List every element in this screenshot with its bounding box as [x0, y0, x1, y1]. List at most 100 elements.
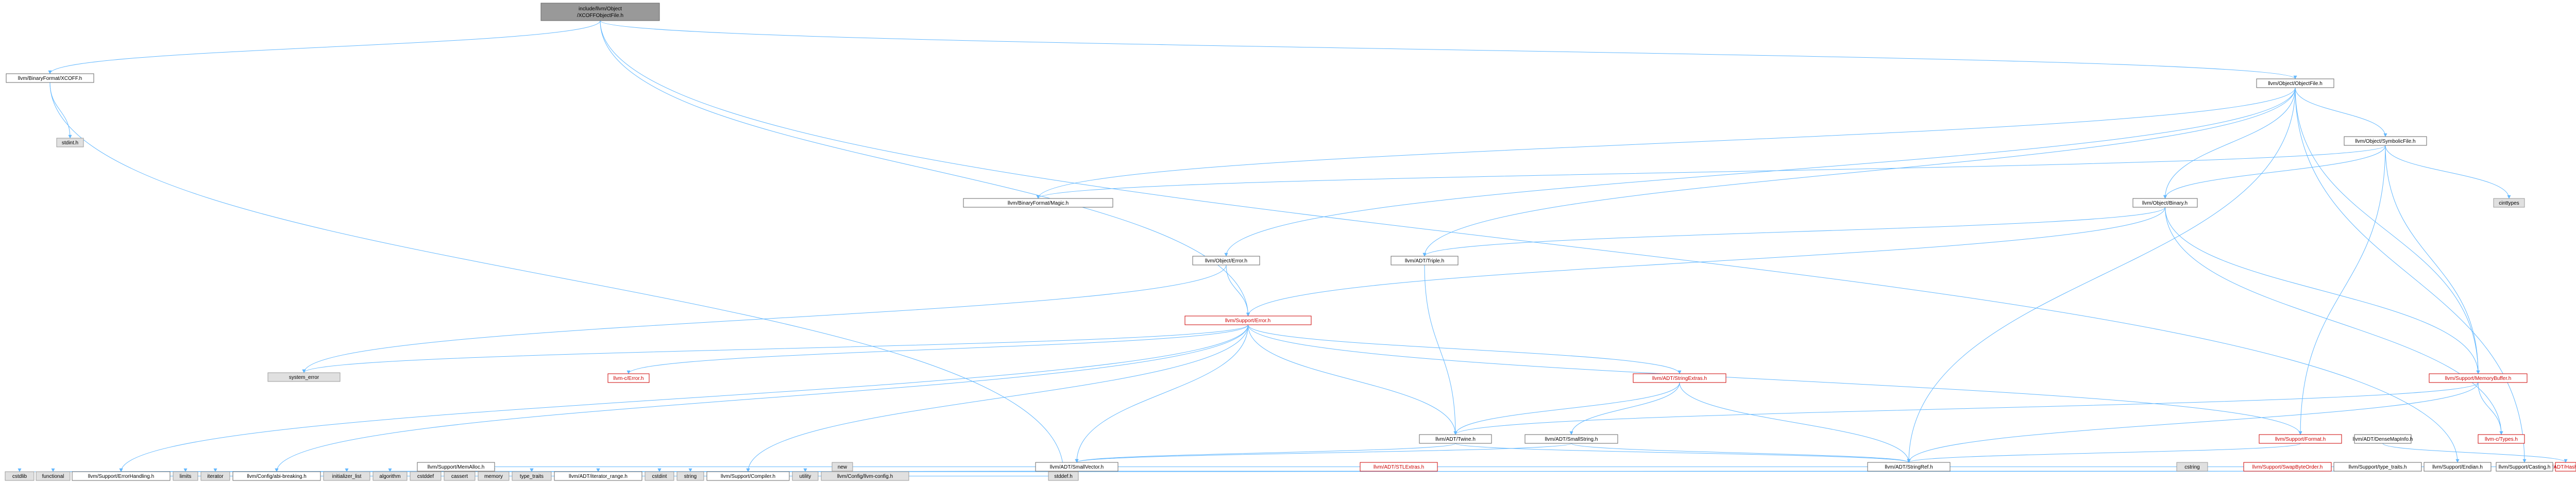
- node-errorhandling-h[interactable]: llvm/Support/ErrorHandling.h: [72, 471, 171, 481]
- node-xcoff-h[interactable]: llvm/BinaryFormat/XCOFF.h: [6, 73, 94, 83]
- edge-error-h-to-compiler-h: [746, 324, 1248, 472]
- edge-twine-h-to-smallvector-h: [1075, 443, 1456, 463]
- edge-objerror-h-to-system-error: [302, 264, 1227, 373]
- node-casting-h[interactable]: llvm/Support/Casting.h: [2496, 462, 2553, 472]
- svg-text:llvm/ADT/Twine.h: llvm/ADT/Twine.h: [1435, 437, 1476, 442]
- svg-text:utility: utility: [800, 474, 811, 479]
- svg-text:llvm/Support/type_traits.h: llvm/Support/type_traits.h: [2349, 464, 2407, 470]
- node-objectfile-h[interactable]: llvm/Object/ObjectFile.h: [2256, 78, 2334, 88]
- edge-stringextras-h-to-smallstring-h: [1569, 382, 1680, 435]
- svg-text:iterator: iterator: [207, 474, 224, 479]
- node-functional[interactable]: functional: [36, 471, 71, 481]
- svg-text:llvm/Support/Casting.h: llvm/Support/Casting.h: [2499, 464, 2551, 470]
- node-densemapinfo-h[interactable]: llvm/ADT/DenseMapInfo.h: [2353, 434, 2413, 444]
- node-string[interactable]: string: [676, 471, 704, 481]
- edge-objectfile-h-to-symbolicfile-h: [2295, 87, 2387, 137]
- node-stringref-h[interactable]: llvm/ADT/StringRef.h: [1867, 462, 1951, 472]
- edge-root-to-error-h: [600, 20, 1250, 317]
- node-algorithm[interactable]: algorithm: [372, 471, 408, 481]
- svg-text:llvm/ADT/iterator_range.h: llvm/ADT/iterator_range.h: [569, 474, 628, 479]
- node-binary-h[interactable]: llvm/Object/Binary.h: [2132, 198, 2198, 208]
- edge-binary-h-to-error-h: [1246, 207, 2165, 317]
- edge-binary-h-to-triple-h: [1422, 207, 2165, 257]
- edge-error-h-to-format-h: [1248, 324, 2302, 435]
- svg-text:llvm/Support/Endian.h: llvm/Support/Endian.h: [2432, 464, 2483, 470]
- node-objerror-h[interactable]: llvm/Object/Error.h: [1192, 256, 1260, 265]
- node-symbolicfile-h[interactable]: llvm/Object/SymbolicFile.h: [2344, 136, 2427, 146]
- svg-text:stddef.h: stddef.h: [1054, 474, 1073, 479]
- node-c-error-h[interactable]: llvm-c/Error.h: [607, 373, 650, 383]
- svg-text:llvm/Support/Format.h: llvm/Support/Format.h: [2275, 437, 2326, 442]
- node-compiler-h[interactable]: llvm/Support/Compiler.h: [706, 471, 790, 481]
- node-cinttypes[interactable]: cinttypes: [2493, 198, 2525, 208]
- node-llvm-config-h[interactable]: llvm/Config/llvm-config.h: [821, 471, 909, 481]
- edge-smallstring-h-to-stringref-h: [1571, 443, 1911, 463]
- edge-symbolicfile-h-to-format-h: [2298, 145, 2386, 435]
- edge-objectfile-h-to-memorybuffer-h: [2295, 87, 2480, 374]
- node-cstddef[interactable]: cstddef: [410, 471, 442, 481]
- svg-text:llvm/ADT/DenseMapInfo.h: llvm/ADT/DenseMapInfo.h: [2353, 437, 2413, 442]
- node-c-types-h[interactable]: llvm-c/Types.h: [2478, 434, 2525, 444]
- svg-text:new: new: [838, 464, 848, 470]
- edge-stringextras-h-to-stringref-h: [1679, 382, 1911, 463]
- node-smallstring-h[interactable]: llvm/ADT/SmallString.h: [1524, 434, 1618, 444]
- node-new[interactable]: new: [832, 462, 853, 472]
- svg-text:llvm-c/Error.h: llvm-c/Error.h: [614, 376, 644, 381]
- node-memalloc-h[interactable]: llvm/Support/MemAlloc.h: [417, 462, 495, 472]
- svg-text:llvm/Object/SymbolicFile.h: llvm/Object/SymbolicFile.h: [2355, 139, 2415, 144]
- svg-text:llvm/Support/Compiler.h: llvm/Support/Compiler.h: [721, 474, 775, 479]
- node-error-h[interactable]: llvm/Support/Error.h: [1184, 315, 1312, 325]
- svg-text:llvm/ADT/SmallVector.h: llvm/ADT/SmallVector.h: [1050, 464, 1104, 470]
- node-magic-h[interactable]: llvm/BinaryFormat/Magic.h: [963, 198, 1113, 208]
- svg-text:llvm/BinaryFormat/Magic.h: llvm/BinaryFormat/Magic.h: [1008, 201, 1069, 206]
- node-stlextras-h[interactable]: llvm/ADT/STLExtras.h: [1360, 462, 1438, 472]
- svg-text:llvm/ADT/STLExtras.h: llvm/ADT/STLExtras.h: [1374, 464, 1424, 470]
- edge-objectfile-h-to-triple-h: [1422, 87, 2296, 257]
- node-abi-breaking-h[interactable]: llvm/Config/abi-breaking.h: [232, 471, 321, 481]
- node-endian-h[interactable]: llvm/Support/Endian.h: [2424, 462, 2492, 472]
- node-iterator[interactable]: iterator: [200, 471, 230, 481]
- node-format-h[interactable]: llvm/Support/Format.h: [2259, 434, 2342, 444]
- edge-objectfile-h-to-stringref-h: [1907, 87, 2296, 463]
- svg-text:llvm/Support/MemAlloc.h: llvm/Support/MemAlloc.h: [428, 464, 485, 470]
- node-memory[interactable]: memory: [478, 471, 510, 481]
- edge-xcoff-h-to-stdint-h: [49, 82, 72, 139]
- node-limits[interactable]: limits: [173, 471, 198, 481]
- svg-text:cstdint: cstdint: [652, 474, 667, 479]
- node-twine-h[interactable]: llvm/ADT/Twine.h: [1419, 434, 1492, 444]
- node-triple-h[interactable]: llvm/ADT/Triple.h: [1391, 256, 1459, 265]
- edge-root-to-objectfile-h: [600, 20, 2297, 79]
- node-stringextras-h[interactable]: llvm/ADT/StringExtras.h: [1633, 373, 1726, 383]
- svg-text:llvm/ADT/SmallString.h: llvm/ADT/SmallString.h: [1545, 437, 1598, 442]
- node-stdint-h[interactable]: stdint.h: [56, 138, 84, 147]
- node-swapbyteorder-h[interactable]: llvm/Support/SwapByteOrder.h: [2243, 462, 2332, 472]
- graph-nodes: include/llvm/Object /XCOFFObjectFile.h l…: [5, 3, 2576, 481]
- node-utility[interactable]: utility: [792, 471, 819, 481]
- svg-text:system_error: system_error: [289, 375, 319, 380]
- edge-symbolicfile-h-to-memorybuffer-h: [2385, 145, 2480, 374]
- svg-text:llvm/Support/SwapByteOrder.h: llvm/Support/SwapByteOrder.h: [2252, 464, 2323, 470]
- svg-text:llvm/Support/ErrorHandling.h: llvm/Support/ErrorHandling.h: [88, 474, 154, 479]
- node-iterator-range-h[interactable]: llvm/ADT/iterator_range.h: [554, 471, 642, 481]
- node-hashing-h[interactable]: llvm/ADT/Hashing.h: [2543, 462, 2576, 472]
- edge-error-h-to-system-error: [302, 324, 1248, 373]
- node-cstdint[interactable]: cstdint: [645, 471, 674, 481]
- edge-error-h-to-stringextras-h: [1248, 324, 1682, 374]
- edge-memorybuffer-h-to-stringref-h: [1907, 382, 2479, 463]
- node-root[interactable]: include/llvm/Object /XCOFFObjectFile.h: [540, 3, 660, 21]
- edge-xcoff-h-to-stddef-h: [49, 82, 1065, 472]
- node-cstring[interactable]: cstring: [2176, 462, 2208, 472]
- node-type-traits[interactable]: type_traits: [512, 471, 552, 481]
- node-cstdlib[interactable]: cstdlib: [5, 471, 35, 481]
- node-stddef-h[interactable]: stddef.h: [1048, 471, 1079, 481]
- node-smallvector-h[interactable]: llvm/ADT/SmallVector.h: [1035, 462, 1118, 472]
- svg-text:llvm/ADT/StringExtras.h: llvm/ADT/StringExtras.h: [1652, 376, 1707, 381]
- node-memorybuffer-h[interactable]: llvm/Support/MemoryBuffer.h: [2429, 373, 2528, 383]
- node-cassert[interactable]: cassert: [444, 471, 476, 481]
- edge-error-h-to-errorhandling-h: [119, 324, 1248, 472]
- edge-error-h-to-twine-h: [1248, 324, 1458, 435]
- edge-root-to-endian-h: [600, 20, 2460, 463]
- node-typetraits-h[interactable]: llvm/Support/type_traits.h: [2333, 462, 2422, 472]
- node-system-error[interactable]: system_error: [267, 372, 341, 382]
- node-initializer-list[interactable]: initializer_list: [323, 471, 370, 481]
